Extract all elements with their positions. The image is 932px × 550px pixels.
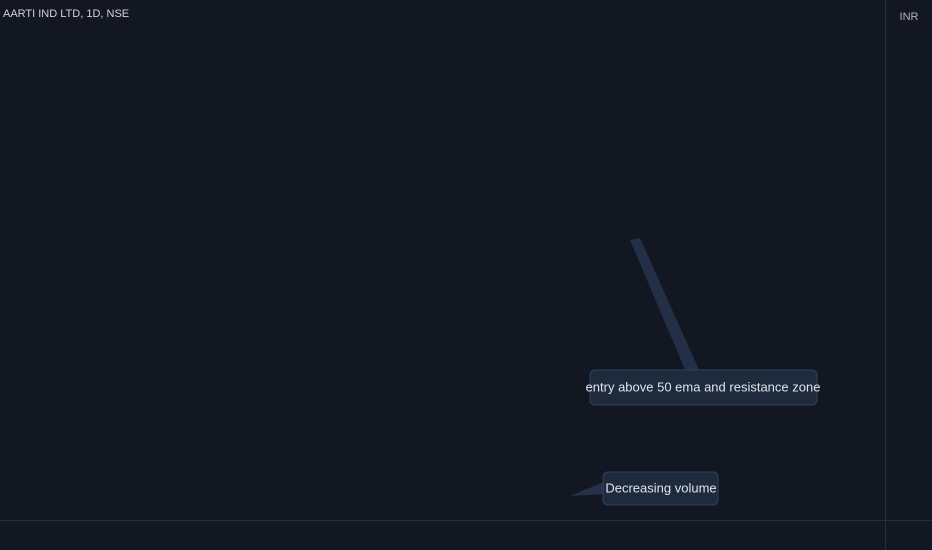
callout-box (589, 369, 818, 406)
chart-title: AARTI IND LTD, 1D, NSE (3, 8, 129, 20)
callout-box (602, 471, 719, 506)
callout-pointer (630, 238, 700, 372)
callout: Decreasing volume (570, 471, 719, 506)
currency: INR (900, 11, 919, 23)
annotation: entry above 50 ema and resistance zone (586, 379, 821, 394)
annotation: Decreasing volume (605, 480, 716, 495)
callout: entry above 50 ema and resistance zone (586, 238, 821, 406)
callout-pointer (570, 482, 604, 496)
